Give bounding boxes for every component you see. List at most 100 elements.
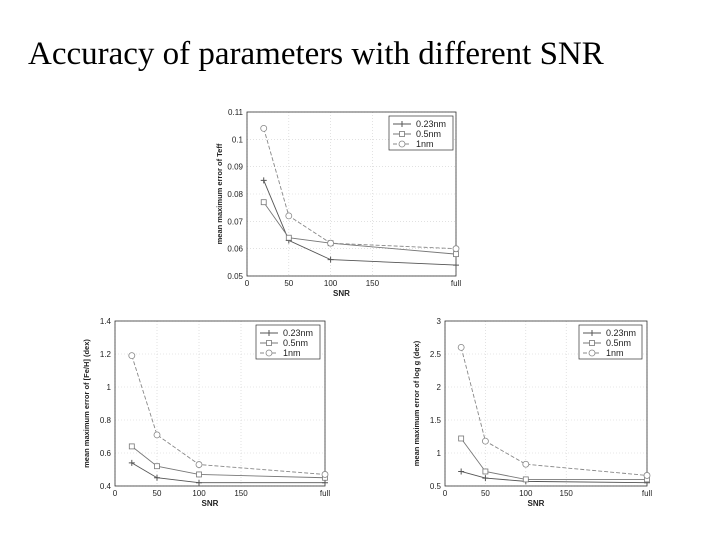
plot-frame [444,320,648,487]
data-point [482,468,489,475]
x-axis-label: SNR [202,499,219,508]
data-point [453,262,459,269]
x-tick-label: 100 [519,489,533,498]
y-tick-label: 0.8 [100,416,112,425]
data-point [128,352,136,360]
data-point [643,472,651,479]
x-tick-label: 50 [284,279,293,288]
series-line [131,355,326,475]
y-tick-label: 0.09 [227,163,243,172]
legend-marker [266,330,272,336]
y-tick-label: 1.5 [430,416,442,425]
legend-label: 1nm [283,348,301,358]
y-tick-label: 3 [437,317,442,326]
data-point [522,476,529,483]
y-tick-label: 0.05 [227,272,243,281]
legend-label: 0.23nm [416,119,446,129]
data-point [285,234,292,241]
data-point [458,468,465,475]
legend-marker [398,140,406,148]
legend-marker [589,340,595,346]
data-point [260,199,267,206]
data-point [458,435,465,442]
x-tick-label: full [320,489,330,498]
y-axis-label: mean maximum error of [Fe/H] (dex) [82,339,91,468]
y-tick-label: 1 [107,383,112,392]
y-tick-label: 2.5 [430,350,442,359]
y-axis-label: mean maximum error of log g (dex) [412,340,421,466]
x-tick-label: 0 [113,489,118,498]
x-tick-label: 100 [324,279,338,288]
data-point [154,474,160,481]
series-line [460,347,648,476]
y-tick-label: 0.06 [227,245,243,254]
data-point [322,479,328,486]
data-point [522,460,530,468]
series-line [461,471,648,484]
data-point [128,443,135,450]
y-tick-label: 2 [437,383,442,392]
x-axis-label: SNR [333,289,350,298]
data-point [481,437,489,445]
data-point [285,212,293,220]
legend-marker [266,340,272,346]
y-tick-label: 0.07 [227,217,243,226]
data-point [327,239,335,247]
series-line [263,128,457,250]
data-point [154,463,160,470]
x-tick-label: 50 [153,489,162,498]
y-tick-label: 1.4 [100,317,112,326]
legend-marker [399,131,405,137]
legend-label: 1nm [416,139,434,149]
x-tick-label: full [451,279,461,288]
data-point [321,471,329,478]
series-line [263,180,457,266]
series-line [131,446,326,479]
x-tick-label: 0 [245,279,250,288]
legend-label: 0.23nm [283,328,313,338]
y-tick-label: 0.6 [100,449,112,458]
data-point [327,256,334,263]
series-line [263,201,457,255]
legend-label: 0.23nm [606,328,636,338]
y-tick-label: 0.11 [228,108,244,117]
legend-label: 0.5nm [606,338,631,348]
y-tick-label: 1.2 [100,350,112,359]
legend-marker [265,349,273,357]
plot-frame [246,111,457,277]
x-tick-label: 0 [443,489,448,498]
y-tick-label: 0.4 [100,482,112,491]
x-tick-label: 100 [192,489,206,498]
data-point [196,479,202,486]
x-tick-label: 50 [481,489,490,498]
data-point [452,245,460,253]
legend-label: 1nm [606,348,624,358]
data-point [128,459,135,466]
slide-title: Accuracy of parameters with different SN… [28,36,604,72]
y-tick-label: 0.5 [430,482,442,491]
legend-marker [399,121,405,127]
x-tick-label: 150 [366,279,380,288]
legend-marker [588,349,596,357]
x-tick-label: full [642,489,652,498]
data-point [482,475,489,482]
series-line [131,462,325,484]
series-line [460,438,647,480]
y-tick-label: 0.1 [232,135,244,144]
data-point [153,431,161,439]
data-point [195,461,203,468]
y-axis-label: mean maximum error of Teff [215,143,224,244]
x-tick-label: 150 [560,489,574,498]
data-point [196,471,202,478]
x-tick-label: 150 [234,489,248,498]
y-tick-label: 0.08 [227,190,243,199]
legend-label: 0.5nm [283,338,308,348]
data-point [260,177,267,184]
data-point [457,343,465,351]
x-axis-label: SNR [528,499,545,508]
legend-marker [589,330,595,336]
plot-frame [114,320,326,487]
y-tick-label: 1 [437,449,442,458]
